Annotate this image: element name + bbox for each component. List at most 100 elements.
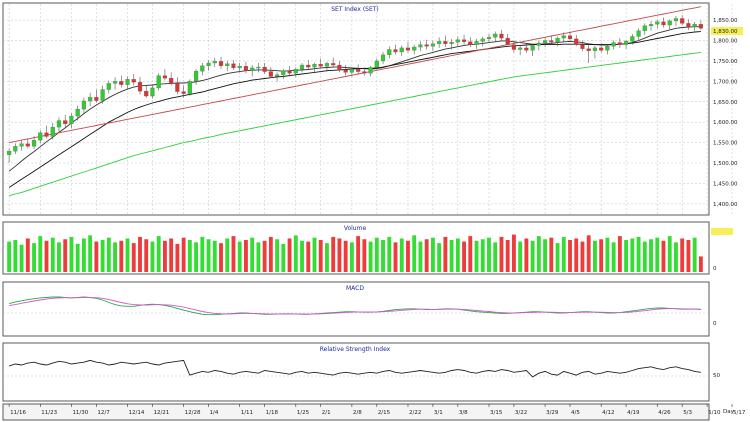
rsi-panel: Relative Strength Index 50 [2, 342, 720, 402]
candle-body [412, 46, 417, 51]
volume-bar [412, 235, 417, 272]
candle-body [243, 66, 249, 71]
moving-average-line-ma_mid [8, 31, 701, 188]
candle-body [337, 64, 342, 71]
volume-bar [131, 243, 136, 272]
candle-body [567, 35, 573, 40]
volume-bar [468, 236, 473, 272]
macd-panel: MACD 0 [2, 281, 717, 337]
candle-body [648, 24, 654, 26]
candle-body [686, 23, 691, 27]
volume-bar [169, 238, 174, 272]
volume-bar [343, 240, 348, 272]
volume-bar [144, 239, 149, 272]
date-label: 11/30 [72, 410, 88, 416]
candle-body [561, 35, 566, 39]
date-label: 3/29 [546, 410, 559, 416]
candle-body [318, 64, 323, 67]
volume-bar [511, 234, 516, 272]
candle-body [225, 63, 230, 66]
candle-body [137, 82, 143, 92]
candle-body [549, 40, 554, 43]
price-tick-label: 1,800.00 [713, 39, 738, 45]
volume-bar [499, 236, 504, 272]
date-label: 12/28 [185, 410, 201, 416]
volume-bar [287, 238, 292, 272]
date-label: 1/25 [297, 410, 310, 416]
candle-body [262, 66, 267, 72]
volume-bar [698, 256, 703, 272]
volume-bar [212, 240, 217, 272]
rsi-line [3, 359, 709, 378]
volume-bar [636, 236, 641, 272]
candle-body [437, 41, 442, 44]
candle-body [399, 47, 404, 53]
volume-axis-zero: 0 [713, 266, 717, 272]
volume-bar [580, 241, 585, 272]
volume-bar [275, 239, 280, 272]
candle-body [287, 70, 292, 74]
date-label: 12/7 [97, 410, 110, 416]
volume-bar [13, 240, 18, 272]
candle-body [88, 97, 93, 102]
volume-bar [206, 239, 211, 272]
volume-bar [113, 242, 117, 272]
candle-body [524, 47, 529, 51]
volume-bar [312, 237, 317, 272]
candle-body [580, 44, 585, 49]
candle-body [617, 42, 622, 45]
candle-body [200, 65, 205, 72]
price-grid [3, 4, 733, 214]
candle-body [131, 79, 136, 83]
candle-body [112, 81, 118, 84]
candle-body [449, 42, 454, 44]
date-label: 4/12 [602, 410, 614, 416]
volume-bar [374, 237, 379, 272]
volume-bar [561, 236, 566, 272]
candle-body [599, 47, 604, 51]
candle-body [542, 40, 548, 44]
candle-body [418, 44, 423, 48]
candle-body [56, 120, 62, 128]
date-axis: 11/16 11/23 11/30 12/7 12/14 12/21 12/28 1/4 1/1… [2, 403, 746, 421]
candle-body [655, 21, 660, 25]
candle-body [393, 49, 398, 53]
date-label: 2/1 [322, 410, 331, 416]
candle-body [106, 83, 111, 90]
candle-body [306, 64, 311, 68]
date-axis-unit: Day [723, 409, 735, 415]
volume-bar [686, 240, 691, 272]
volume-bar [94, 241, 99, 272]
candle-body [349, 68, 354, 73]
price-panel-frame [2, 2, 710, 216]
price-tick-label: 1,450.00 [713, 181, 738, 187]
volume-bar [530, 240, 535, 272]
volume-bar [605, 237, 610, 272]
candle-body [193, 71, 199, 82]
date-label: 3/15 [490, 410, 503, 416]
date-label: 12/14 [129, 410, 145, 416]
candle-body [331, 63, 336, 66]
macd-series-signal [9, 297, 701, 315]
candle-body [218, 61, 224, 66]
candle-body [461, 39, 467, 42]
candle-body [586, 48, 591, 51]
candle-body [536, 42, 541, 46]
date-label: 4/5 [571, 410, 580, 416]
candle-body [293, 68, 298, 74]
volume-bar [88, 235, 93, 272]
candle-body [661, 21, 666, 26]
volume-bar [599, 239, 604, 272]
candle-body [374, 60, 379, 68]
macd-panel-frame [2, 281, 710, 337]
date-label: 5/3 [683, 410, 692, 416]
volume-bar [543, 239, 548, 272]
volume-bar [125, 238, 130, 272]
volume-title: Volume [344, 225, 367, 232]
volume-bar [32, 243, 36, 272]
date-label: 3/8 [459, 410, 468, 416]
candle-body [380, 54, 386, 62]
date-label: 11/23 [41, 410, 57, 416]
date-label: 4/19 [627, 410, 640, 416]
volume-bar [518, 241, 523, 272]
